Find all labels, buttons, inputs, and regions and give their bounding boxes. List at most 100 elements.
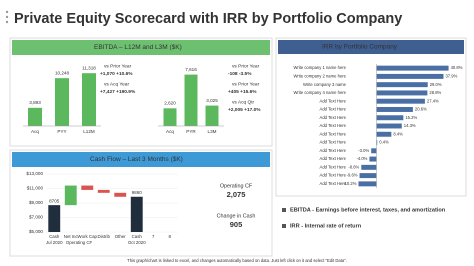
decor [5,15,9,19]
annotation: -108 -3.5% [228,71,252,77]
decor [5,20,9,24]
x-tick-label: PYY [57,129,66,134]
bar [64,185,77,206]
y-tick-label: $13,000 [26,171,43,176]
panel [9,37,273,147]
bar [376,98,425,104]
bullet [282,224,286,228]
kpi-value: 905 [230,220,243,229]
bar [376,82,428,88]
bar [376,73,444,79]
value-label: 2,620 [164,101,176,106]
y-tick-label: Write company 1 name here [293,65,346,70]
annotation: vs Acq Year [104,81,129,87]
x-tick-label: Work Cap [78,234,98,239]
x-tick-label: Cash [132,234,143,239]
bar [376,115,404,121]
x-tick-label: Other [115,234,127,239]
annotation: +405 +15.6% [228,89,257,95]
panel-header [12,40,270,55]
y-tick-label: Add Text Here [320,107,347,112]
bar [376,65,449,71]
y-tick-label: Add Text Here [320,156,347,161]
x-sublabel: Operating CF [66,240,93,245]
value-label: 40.8% [451,65,463,70]
x-tick-label: L3M [208,129,217,134]
value-label: 15.2% [405,115,417,120]
value-label: 7,616 [185,67,197,72]
note: IRR - Internal rate of return [290,223,362,229]
y-tick-label: Add Text Here [320,123,347,128]
panel-header [278,40,464,54]
y-tick-label: $5,000 [29,229,43,234]
value-label: -10.2% [343,181,357,186]
bar [371,148,377,154]
bar [361,164,377,170]
value-label: 0.4% [379,140,389,145]
value-label: 27.4% [427,98,439,103]
bar [97,189,110,193]
bar [376,131,392,137]
y-tick-label: $11,000 [27,186,44,191]
y-tick-label: Add Text Here [320,98,347,103]
value-label: 28.8% [429,90,441,95]
annotation: vs Prior Year [232,81,260,87]
x-tick-label: PYR [186,129,196,134]
value-label: 10,248 [55,70,69,75]
value-label: 11,318 [82,65,96,70]
value-label: -8.6% [348,164,359,169]
bar [376,123,402,129]
kpi-label: Change in Cash [217,213,256,219]
value-label: 9860 [132,190,143,195]
page-title: Private Equity Scorecard with IRR by Por… [14,11,402,27]
x-tick-label: Net Inc [64,234,79,239]
x-tick-label: Cash [49,234,60,239]
bar [359,173,377,179]
bar [114,192,127,197]
y-tick-label: Write company 4 name here [293,90,346,95]
annotation: +1,070 +10.6% [100,71,133,77]
value-label: -9.6% [347,173,358,178]
panel-title: EBITDA – L12M and L3M ($K) [94,44,182,51]
y-tick-label: Add Text Here [320,173,347,178]
note: EBITDA - Earnings before interest, taxes… [290,207,446,213]
bar [28,107,42,126]
y-tick-label: Add Text Here [320,181,347,186]
panel-title: IRR by Portfolio Company [322,44,398,51]
panel [275,37,467,197]
x-tick-label: Distrib [98,234,111,239]
bar [163,108,177,126]
annotation: vs Prior Year [104,63,132,69]
x-tick-label: Acq [166,129,174,134]
bar [376,90,428,96]
x-tick-label: 7 [152,234,155,239]
footnote: This graph/chart is linked to excel, and… [127,258,347,263]
y-tick-label: Write company 2 name here [293,74,346,79]
y-tick-label: Write company 3 name [303,82,347,87]
x-tick-label: Acq [31,129,39,134]
x-tick-label: 8 [169,234,172,239]
value-label: -4.0% [356,156,367,161]
bar [48,205,61,232]
bullet [282,208,286,212]
panel-header [12,152,270,167]
annotation: vs Acq Qtr [232,99,255,105]
bar [376,140,378,146]
value-label: 3,025 [206,98,218,103]
bar [130,196,143,232]
annotation: +7,427 +190.9% [100,89,136,95]
kpi-value: 2,075 [227,190,246,199]
bar [369,156,377,162]
value-label: 3,893 [29,100,41,105]
bar [82,73,96,126]
bar [55,78,69,126]
panel-title: Cash Flow – Last 3 Months ($K) [90,156,183,163]
value-label: 20.6% [415,107,427,112]
y-tick-label: Add Text Here [320,131,347,136]
annotation: +2,005 +17.0% [228,107,261,113]
value-label: 37.9% [445,74,457,79]
x-sublabel: Oct 2020 [128,240,146,245]
y-tick-label: Add Text Here [320,115,347,120]
bar [358,181,377,187]
